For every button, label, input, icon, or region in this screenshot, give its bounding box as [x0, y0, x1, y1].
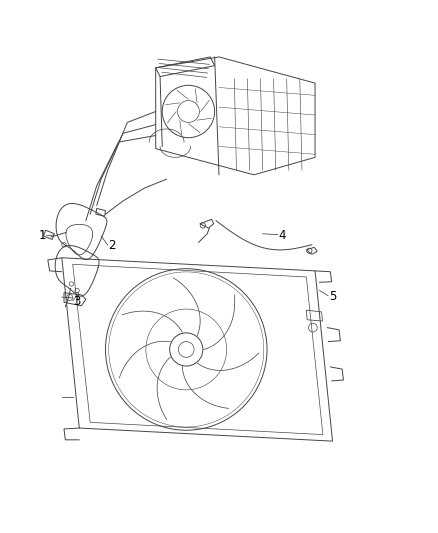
- Text: 3: 3: [74, 295, 81, 308]
- Text: 2: 2: [108, 239, 116, 252]
- Text: 1: 1: [39, 229, 46, 243]
- Text: 5: 5: [329, 290, 336, 303]
- Text: 4: 4: [279, 229, 286, 241]
